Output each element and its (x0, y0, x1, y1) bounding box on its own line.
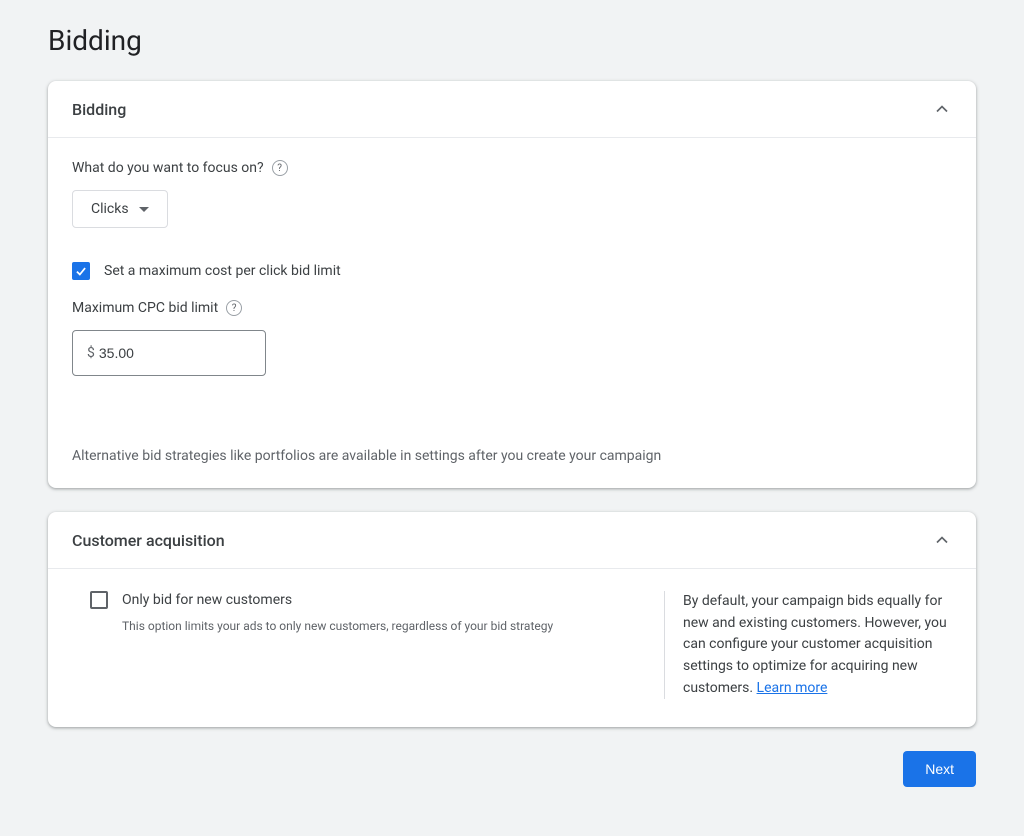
max-cpc-checkbox[interactable] (72, 262, 90, 280)
currency-symbol: $ (87, 345, 95, 361)
focus-label: What do you want to focus on? ? (72, 160, 952, 176)
bidding-card-header[interactable]: Bidding (48, 81, 976, 138)
customer-info-panel: By default, your campaign bids equally f… (664, 591, 952, 699)
max-cpc-checkbox-label: Set a maximum cost per click bid limit (104, 263, 341, 279)
next-button[interactable]: Next (903, 751, 976, 787)
customer-acquisition-card: Customer acquisition Only bid for new cu… (48, 512, 976, 727)
focus-label-text: What do you want to focus on? (72, 160, 264, 176)
customer-card-title: Customer acquisition (72, 531, 225, 550)
max-cpc-value-field[interactable] (99, 345, 251, 361)
bidding-card: Bidding What do you want to focus on? ? … (48, 81, 976, 488)
focus-dropdown-value: Clicks (91, 201, 129, 217)
only-new-customers-label: Only bid for new customers (122, 592, 292, 608)
help-icon[interactable]: ? (226, 300, 242, 316)
bidding-footer-note: Alternative bid strategies like portfoli… (72, 448, 952, 464)
only-new-customers-checkbox[interactable] (90, 591, 108, 609)
max-cpc-input[interactable]: $ (72, 330, 266, 376)
page-title: Bidding (48, 24, 976, 57)
bidding-card-title: Bidding (72, 100, 126, 119)
chevron-up-icon (932, 530, 952, 550)
caret-down-icon (139, 207, 149, 212)
focus-dropdown[interactable]: Clicks (72, 190, 168, 228)
customer-card-header[interactable]: Customer acquisition (48, 512, 976, 569)
check-icon (74, 264, 88, 278)
learn-more-link[interactable]: Learn more (757, 680, 828, 696)
chevron-up-icon (932, 99, 952, 119)
help-icon[interactable]: ? (272, 160, 288, 176)
max-cpc-input-label: Maximum CPC bid limit ? (72, 300, 952, 316)
max-cpc-input-label-text: Maximum CPC bid limit (72, 300, 218, 316)
only-new-customers-description: This option limits your ads to only new … (122, 619, 652, 633)
